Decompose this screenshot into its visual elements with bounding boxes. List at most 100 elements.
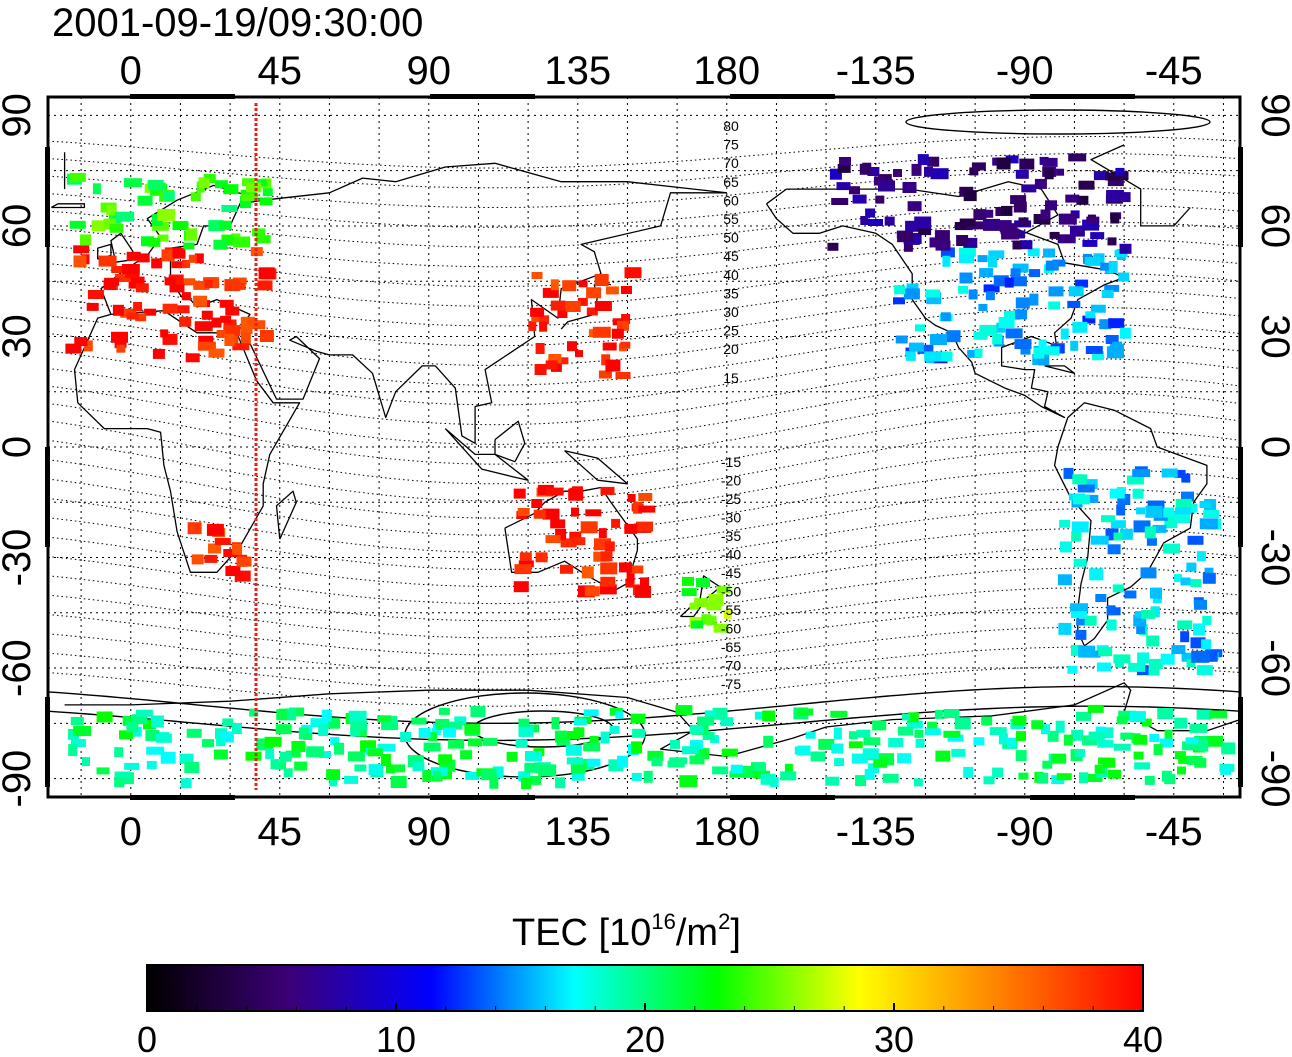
- tec-cell: [898, 726, 913, 736]
- tec-cell: [191, 554, 204, 565]
- tec-cell: [1047, 730, 1059, 742]
- tec-cell: [895, 335, 908, 344]
- tec-cell: [168, 274, 184, 285]
- tec-cell: [1090, 232, 1105, 240]
- tec-cell: [643, 770, 653, 783]
- tec-cell: [694, 598, 709, 608]
- tec-cell: [542, 287, 559, 298]
- tec-cell: [460, 750, 473, 760]
- tec-cell: [903, 288, 920, 300]
- tec-cell: [448, 739, 465, 749]
- tec-cell: [915, 738, 925, 748]
- tec-cell: [924, 728, 941, 736]
- tec-cell: [705, 616, 717, 626]
- tec-cell: [827, 242, 839, 251]
- tec-cell: [1075, 749, 1085, 758]
- tec-cell: [1220, 764, 1232, 775]
- tec-cell: [1015, 169, 1029, 179]
- tec-cell: [605, 359, 621, 372]
- coastline: [50, 203, 86, 209]
- tec-cell: [220, 731, 234, 742]
- tec-cell: [587, 758, 601, 767]
- tec-cell: [670, 739, 680, 749]
- tec-cell: [400, 732, 412, 742]
- tec-cell: [1163, 543, 1181, 554]
- tec-cell: [1031, 720, 1044, 730]
- tec-cell: [506, 751, 518, 762]
- tec-cell: [954, 222, 966, 230]
- tec-cell: [73, 245, 90, 254]
- tec-cell: [1045, 200, 1057, 211]
- tec-cell: [565, 744, 582, 756]
- tec-cell: [1174, 512, 1191, 524]
- tec-cell: [179, 316, 192, 327]
- tec-cell: [386, 764, 395, 774]
- tec-cell: [605, 286, 619, 295]
- tec-cell: [111, 266, 124, 273]
- tec-cell: [1146, 635, 1160, 647]
- tec-cell: [180, 778, 192, 789]
- tec-cell: [146, 746, 165, 755]
- tec-cell: [924, 351, 942, 362]
- tec-cell: [122, 715, 137, 726]
- tec-cell: [570, 763, 586, 774]
- tec-cell: [706, 600, 722, 611]
- tec-cell: [126, 312, 139, 320]
- tec-cell: [1188, 503, 1198, 513]
- right-lat-tick-label: 0: [1253, 436, 1292, 458]
- tec-cell: [988, 250, 1005, 259]
- contour-label-north: 20: [723, 341, 739, 357]
- tec-cell: [578, 280, 588, 288]
- tec-cell: [583, 742, 601, 752]
- tec-cell: [1095, 726, 1106, 735]
- tec-cell: [963, 766, 974, 778]
- tec-cell: [523, 775, 542, 785]
- tec-cell: [911, 163, 922, 176]
- colorbar-tick-label: 20: [625, 1019, 665, 1057]
- tec-cell: [967, 349, 982, 358]
- tec-cell: [1107, 544, 1121, 555]
- tec-cell: [157, 208, 176, 221]
- tec-cell: [1085, 311, 1096, 319]
- tec-cell: [482, 737, 498, 746]
- top-lon-tick-label: 45: [258, 49, 303, 93]
- tec-cell: [581, 566, 594, 579]
- tec-cell: [667, 760, 685, 768]
- tec-cell: [1052, 259, 1066, 267]
- colorbar-title-end: ]: [730, 912, 741, 954]
- tec-cell: [551, 717, 560, 730]
- tec-cell: [1020, 345, 1031, 355]
- tec-cell: [438, 754, 453, 765]
- tec-cell: [1108, 318, 1125, 329]
- tec-cell: [235, 282, 246, 290]
- frame-bar-bottom: [730, 795, 835, 800]
- tec-cell: [143, 719, 156, 730]
- tec-cell: [178, 278, 196, 286]
- tec-cell: [65, 343, 82, 354]
- contour-labels: 80 75 70 65 60 55 50 45 40 35 30 25 20 15 -15 -20 -25 -30…: [721, 118, 741, 692]
- tec-cell: [321, 709, 332, 722]
- tec-cell: [1027, 248, 1040, 257]
- tec-cell: [681, 588, 697, 597]
- tec-cell: [689, 725, 704, 734]
- tec-cell: [927, 721, 938, 730]
- tec-cell: [164, 277, 176, 286]
- tec-cell: [1108, 769, 1121, 779]
- frame-bar-bottom: [130, 795, 235, 800]
- tec-cell: [1084, 256, 1100, 266]
- tec-cell: [518, 725, 534, 737]
- coastline: [504, 486, 639, 592]
- tec-cell: [1016, 731, 1026, 742]
- tec-cell: [555, 528, 567, 540]
- tec-cell: [160, 751, 176, 764]
- tec-cell: [1209, 710, 1228, 719]
- tec-cell: [780, 771, 797, 781]
- tec-cell: [1010, 268, 1021, 277]
- tec-cell: [219, 299, 234, 308]
- tec-cell: [1048, 301, 1061, 310]
- tec-cell: [681, 746, 699, 755]
- tec-cell: [160, 329, 169, 338]
- tec-cell: [1042, 157, 1058, 167]
- tec-cell: [940, 312, 951, 322]
- tec-cell: [585, 509, 602, 517]
